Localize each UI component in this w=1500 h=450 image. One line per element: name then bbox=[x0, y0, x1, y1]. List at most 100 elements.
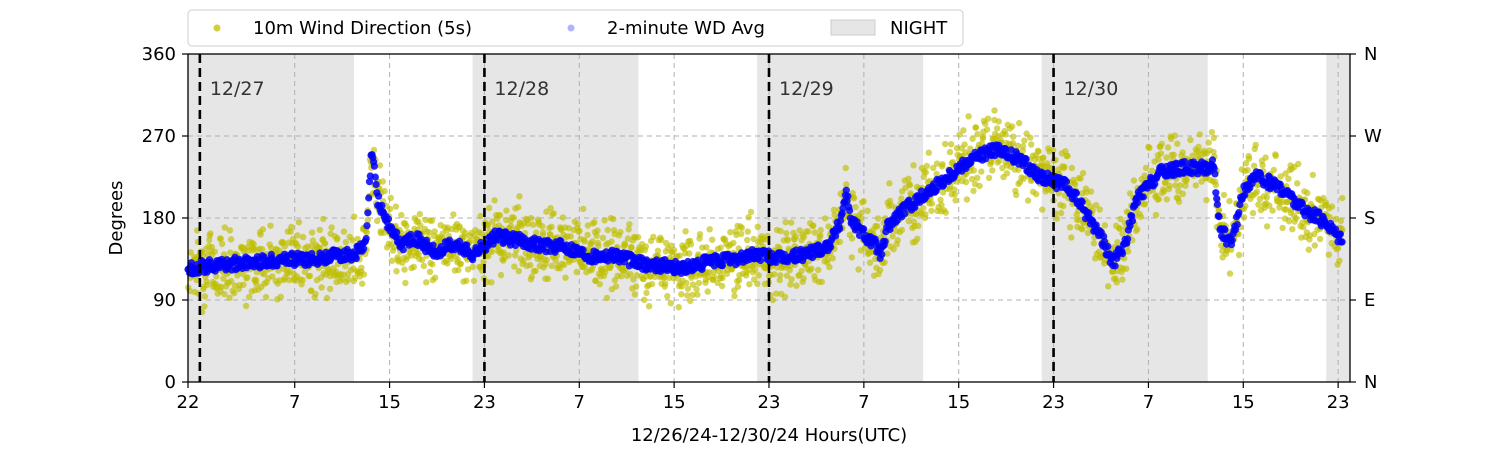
wd2min-point bbox=[364, 209, 372, 217]
wd5s-point bbox=[1226, 270, 1234, 277]
wd5s-point bbox=[1325, 251, 1333, 258]
y-tick-label-2: 180 bbox=[142, 208, 176, 229]
x-tick-label-0: 22 bbox=[177, 392, 200, 413]
wd5s-point bbox=[810, 222, 817, 229]
x-tick-label-6: 23 bbox=[758, 392, 781, 413]
wd5s-point bbox=[342, 263, 349, 270]
wd5s-point bbox=[706, 226, 713, 233]
wd5s-point bbox=[1174, 140, 1181, 147]
wd5s-point bbox=[398, 211, 405, 219]
wd2min-point bbox=[455, 237, 463, 245]
wd5s-point bbox=[1039, 206, 1046, 213]
wd5s-point bbox=[496, 212, 504, 219]
wd5s-point bbox=[1157, 150, 1165, 157]
wd5s-point bbox=[941, 140, 949, 148]
wd5s-point bbox=[631, 291, 639, 298]
wd5s-point bbox=[1328, 203, 1336, 210]
wd5s-point bbox=[584, 231, 591, 239]
wd5s-point bbox=[777, 272, 784, 279]
wd2min-point bbox=[1022, 155, 1030, 163]
wd5s-point bbox=[993, 125, 1001, 132]
wd5s-point bbox=[836, 238, 843, 246]
wd5s-point bbox=[1311, 242, 1319, 249]
wd5s-point bbox=[1113, 279, 1121, 286]
wd5s-point bbox=[573, 268, 580, 276]
wd2min-point bbox=[1128, 217, 1137, 225]
wd5s-point bbox=[1220, 191, 1228, 199]
wd5s-point bbox=[1116, 225, 1123, 232]
wd5s-point bbox=[604, 226, 611, 234]
wd5s-point bbox=[561, 261, 568, 268]
wd5s-point bbox=[1183, 176, 1190, 183]
wd5s-point bbox=[695, 279, 703, 287]
wd5s-point bbox=[1242, 202, 1249, 210]
wd2min-point bbox=[365, 194, 373, 202]
wd5s-point bbox=[320, 215, 327, 223]
wd5s-point bbox=[307, 287, 315, 294]
x-tick-label-2: 15 bbox=[378, 392, 401, 413]
wd5s-point bbox=[689, 291, 696, 298]
wd5s-point bbox=[1270, 166, 1278, 174]
wd5s-point bbox=[678, 283, 685, 290]
wd5s-point bbox=[686, 250, 693, 257]
y-tick-label-1: 90 bbox=[153, 290, 176, 311]
wd5s-point bbox=[423, 279, 430, 286]
wd5s-point bbox=[769, 296, 776, 304]
wd2min-point bbox=[1151, 180, 1159, 188]
wd5s-point bbox=[798, 267, 805, 275]
wd5s-point bbox=[1002, 131, 1009, 138]
wd5s-point bbox=[1163, 154, 1170, 161]
wd5s-point bbox=[1035, 148, 1042, 155]
wd5s-point bbox=[821, 215, 829, 222]
wd5s-point bbox=[488, 279, 495, 286]
wd2min-point bbox=[1210, 164, 1218, 172]
wd5s-point bbox=[1215, 206, 1223, 214]
wd-2min-avg-series bbox=[184, 141, 1346, 278]
wd5s-point bbox=[618, 273, 625, 280]
wd5s-point bbox=[226, 227, 234, 234]
wd5s-point bbox=[544, 275, 552, 282]
x-tick-label-3: 23 bbox=[473, 392, 496, 413]
wd2min-point bbox=[1236, 201, 1244, 209]
wd5s-point bbox=[426, 268, 434, 275]
wd5s-point bbox=[379, 178, 386, 185]
wd2min-point bbox=[940, 181, 948, 189]
wd2min-point bbox=[1072, 189, 1080, 197]
wd5s-point bbox=[326, 285, 334, 293]
wd5s-point bbox=[1253, 188, 1261, 195]
wd5s-point bbox=[1326, 214, 1333, 221]
wd5s-point bbox=[866, 259, 874, 266]
wd5s-point bbox=[922, 211, 929, 218]
wd5s-point bbox=[1009, 123, 1016, 130]
wd5s-point bbox=[1163, 196, 1171, 203]
wd5s-point bbox=[417, 222, 424, 229]
wd2min-point bbox=[836, 217, 845, 225]
wd5s-point bbox=[676, 252, 683, 259]
wd2min-point bbox=[365, 178, 374, 186]
wd5s-point bbox=[1266, 202, 1273, 209]
wd5s-point bbox=[951, 186, 958, 193]
wd5s-point bbox=[1339, 194, 1346, 202]
wd5s-point bbox=[543, 256, 550, 264]
wd5s-point bbox=[905, 218, 912, 225]
wd5s-point bbox=[220, 275, 227, 282]
wd5s-point bbox=[881, 259, 888, 266]
wd5s-point bbox=[906, 181, 914, 189]
wd5s-point bbox=[559, 214, 567, 221]
wd2min-point bbox=[1338, 238, 1346, 246]
wd5s-point bbox=[704, 288, 711, 295]
wd5s-point bbox=[539, 223, 546, 230]
wd5s-point bbox=[1279, 224, 1286, 232]
x-tick-label-7: 7 bbox=[858, 392, 869, 413]
wd5s-point bbox=[591, 219, 598, 226]
wd5s-point bbox=[386, 205, 394, 213]
wd5s-point bbox=[410, 263, 417, 270]
wd5s-point bbox=[695, 251, 702, 258]
wd5s-point bbox=[524, 220, 532, 227]
wd5s-point bbox=[1079, 226, 1086, 233]
wd5s-point bbox=[547, 205, 554, 212]
wd5s-point bbox=[1244, 166, 1251, 174]
wd5s-point bbox=[309, 237, 317, 244]
wd5s-point bbox=[858, 209, 865, 216]
legend-marker-night bbox=[830, 19, 876, 36]
